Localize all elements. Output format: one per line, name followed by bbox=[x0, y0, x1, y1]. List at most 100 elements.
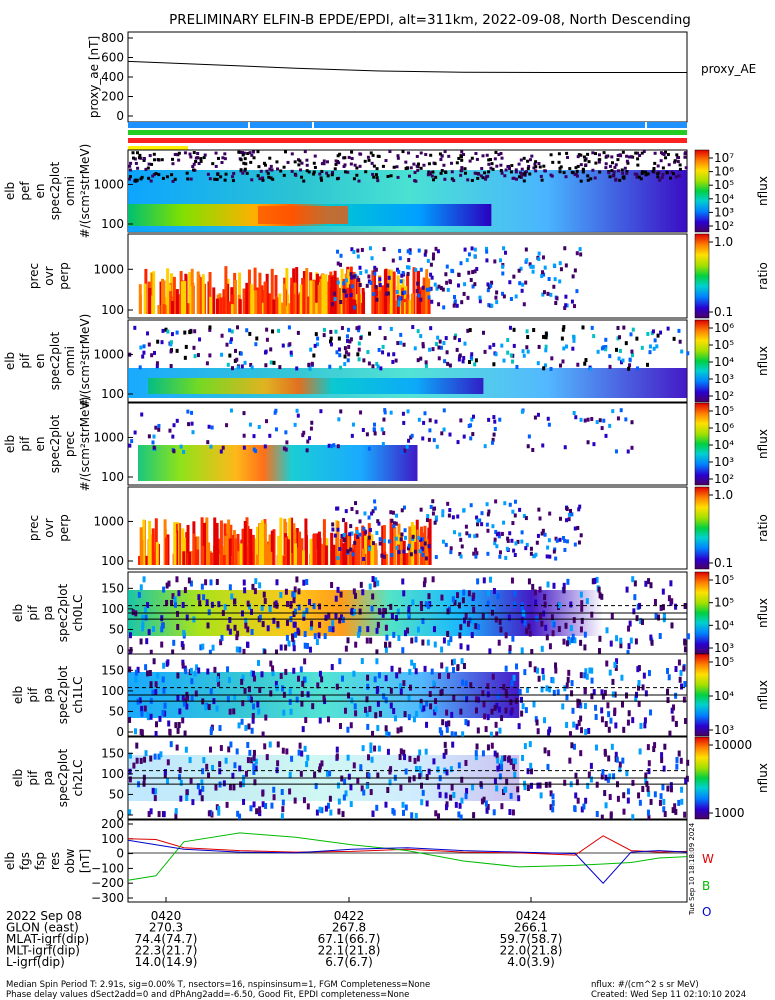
pa-pixel bbox=[235, 748, 239, 755]
pa-pixel bbox=[197, 594, 201, 601]
pa-pixel bbox=[457, 762, 461, 769]
pa-pixel bbox=[627, 643, 631, 650]
ratio-bar bbox=[245, 517, 249, 565]
heatmap-pixel bbox=[560, 336, 564, 341]
heatmap-pixel bbox=[130, 439, 134, 444]
heatmap-pixel bbox=[322, 327, 326, 332]
ratio-pixel bbox=[336, 261, 340, 266]
pa-pixel bbox=[373, 676, 377, 683]
pa-pixel bbox=[336, 586, 340, 593]
ratio-pixel bbox=[397, 299, 401, 304]
heatmap-pixel bbox=[372, 427, 376, 432]
pa-pixel bbox=[411, 599, 415, 606]
heatmap-pixel bbox=[367, 446, 371, 451]
heatmap-pixel bbox=[223, 152, 227, 156]
ratio-pixel bbox=[372, 292, 376, 297]
pa-pixel bbox=[615, 756, 619, 763]
ratio-pixel bbox=[415, 288, 419, 293]
pa-pixel bbox=[190, 678, 194, 685]
heatmap-pixel bbox=[598, 158, 602, 162]
pa-pixel bbox=[421, 639, 425, 646]
pa-pixel bbox=[637, 684, 641, 691]
ratio-bar bbox=[260, 285, 264, 314]
pa-pixel bbox=[420, 782, 424, 789]
pa-pixel bbox=[242, 579, 246, 586]
heatmap-pixel bbox=[379, 366, 383, 371]
ratio-pixel bbox=[431, 499, 435, 504]
pa-pixel bbox=[250, 608, 254, 615]
fgs-ytick-label: −200 bbox=[91, 876, 124, 890]
pa-pixel bbox=[585, 673, 589, 680]
heatmap-pixel bbox=[147, 342, 151, 347]
heatmap-pixel bbox=[270, 168, 274, 172]
ratio-bar bbox=[196, 271, 200, 314]
heatmap-pixel bbox=[229, 408, 233, 413]
pa-pixel bbox=[229, 741, 233, 748]
ratio-bar bbox=[207, 545, 211, 565]
heatmap-pixel bbox=[434, 419, 438, 424]
pa-pixel bbox=[451, 596, 455, 603]
pa-pixel bbox=[510, 577, 514, 584]
ratio-pixel bbox=[577, 507, 581, 512]
pa-pixel bbox=[265, 754, 269, 761]
heatmap-pixel bbox=[602, 418, 606, 423]
pa-pixel bbox=[264, 802, 268, 809]
ylabel-line: #/(scm²strMeV) bbox=[78, 144, 92, 239]
pa-pixel bbox=[488, 648, 492, 655]
ratio-bar bbox=[148, 520, 152, 565]
heatmap-pixel bbox=[605, 154, 609, 158]
ylabel-line: elb bbox=[11, 686, 25, 704]
ratio-pixel bbox=[553, 547, 557, 552]
pa-pixel bbox=[590, 693, 594, 700]
proxy-ae-ytick-label: 800 bbox=[101, 31, 124, 45]
ratio-pixel bbox=[439, 285, 443, 290]
heatmap-pixel bbox=[427, 162, 431, 166]
pa-pixel bbox=[508, 648, 512, 655]
heatmap-pixel bbox=[343, 346, 347, 351]
pa-pixel bbox=[200, 779, 204, 786]
heatmap-pixel bbox=[631, 327, 635, 332]
pa-pixel bbox=[156, 672, 160, 679]
heatmap-pixel bbox=[261, 176, 265, 180]
heatmap-pixel bbox=[308, 436, 312, 441]
pa-pixel bbox=[475, 696, 479, 703]
ratio-pixel bbox=[433, 520, 437, 525]
pa-pixel bbox=[666, 667, 670, 674]
pa-pixel bbox=[683, 602, 687, 609]
pa-pixel bbox=[577, 720, 581, 727]
pa-pixel bbox=[585, 598, 589, 605]
pa-pixel bbox=[302, 579, 306, 586]
ratio-pixel bbox=[486, 282, 490, 287]
ratio-pixel bbox=[380, 553, 384, 558]
heatmap-pixel bbox=[407, 151, 411, 155]
pa-pixel bbox=[658, 799, 662, 806]
pa-pixel bbox=[459, 643, 463, 650]
heatmap-pixel bbox=[138, 365, 142, 370]
pa-pixel bbox=[669, 580, 673, 587]
ratio-pixel bbox=[441, 287, 445, 292]
heatmap-pixel bbox=[306, 439, 310, 444]
ytick-label: 1000 bbox=[93, 514, 124, 528]
ratio-pixel bbox=[350, 506, 354, 511]
pa-pixel bbox=[523, 743, 527, 750]
ylabel-line: en bbox=[33, 354, 47, 369]
heatmap-pixel bbox=[350, 157, 354, 161]
ratio-pixel bbox=[357, 277, 361, 282]
heatmap-pixel bbox=[492, 415, 496, 420]
ratio-pixel bbox=[367, 547, 371, 552]
pa-pixel bbox=[442, 752, 446, 759]
fgs-ylabel-line: obw bbox=[63, 848, 77, 873]
ratio-bar bbox=[255, 554, 259, 565]
ratio-pixel bbox=[374, 284, 378, 289]
pa-pixel bbox=[543, 747, 547, 754]
pa-pixel bbox=[511, 635, 515, 642]
legend-w: W bbox=[702, 852, 714, 866]
pa-pixel bbox=[428, 690, 432, 697]
heatmap-pixel bbox=[268, 156, 272, 160]
heatmap-pixel bbox=[492, 342, 496, 347]
heatmap-pixel bbox=[446, 361, 450, 366]
pa-pixel bbox=[176, 623, 180, 630]
pa-pixel bbox=[540, 620, 544, 627]
ylabel-line: pef bbox=[18, 181, 32, 201]
heatmap-pixel bbox=[322, 333, 326, 338]
